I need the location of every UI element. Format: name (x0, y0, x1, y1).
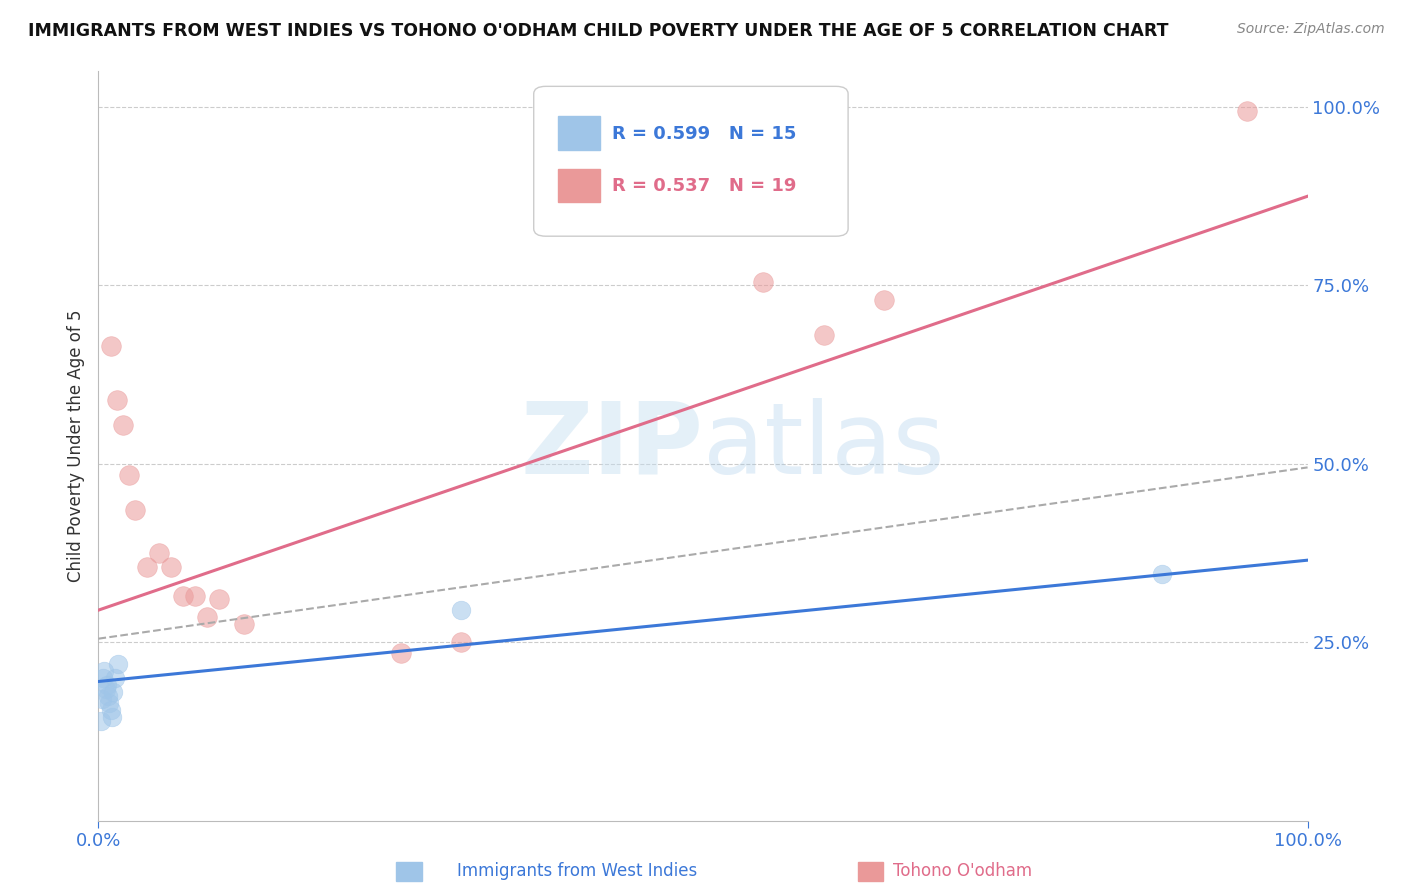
Point (105, 392, 128, 407)
Point (98, 696, 121, 710)
Point (104, 671, 127, 685)
Point (389, 646, 412, 660)
Point (96, 678, 118, 692)
Y-axis label: Child Poverty Under the Age of 5: Child Poverty Under the Age of 5 (66, 310, 84, 582)
Point (135, 560, 157, 574)
Text: Immigrants from West Indies: Immigrants from West Indies (457, 863, 697, 880)
Point (813, 328, 835, 343)
Text: R = 0.599   N = 15: R = 0.599 N = 15 (613, 125, 797, 143)
Text: Tohono O'odham: Tohono O'odham (893, 863, 1032, 880)
Bar (558, 169, 600, 202)
Point (94, 681, 117, 696)
Point (195, 610, 218, 624)
Point (752, 275, 775, 289)
Point (450, 635, 472, 649)
Point (1236, 103, 1258, 118)
Point (873, 293, 896, 307)
Bar (558, 116, 600, 150)
Point (208, 592, 231, 607)
Point (148, 546, 170, 560)
Point (100, 339, 122, 353)
Point (450, 603, 472, 617)
Point (107, 657, 129, 671)
FancyBboxPatch shape (534, 87, 848, 236)
Point (160, 560, 183, 574)
Point (111, 417, 134, 432)
Text: R = 0.537   N = 19: R = 0.537 N = 19 (613, 177, 797, 195)
Point (124, 503, 146, 517)
Text: ZIP: ZIP (520, 398, 703, 494)
Point (100, 703, 122, 717)
Point (172, 589, 194, 603)
Text: atlas: atlas (703, 398, 945, 494)
Text: IMMIGRANTS FROM WEST INDIES VS TOHONO O'ODHAM CHILD POVERTY UNDER THE AGE OF 5 C: IMMIGRANTS FROM WEST INDIES VS TOHONO O'… (28, 22, 1168, 40)
Point (232, 617, 254, 632)
Point (100, 710, 122, 724)
Point (91, 692, 114, 706)
Point (184, 589, 207, 603)
Point (118, 467, 141, 482)
Point (90, 714, 112, 728)
Point (93, 664, 115, 678)
Point (91, 671, 114, 685)
Point (101, 685, 124, 699)
Point (97, 689, 120, 703)
Point (1152, 567, 1174, 582)
Text: Source: ZipAtlas.com: Source: ZipAtlas.com (1237, 22, 1385, 37)
